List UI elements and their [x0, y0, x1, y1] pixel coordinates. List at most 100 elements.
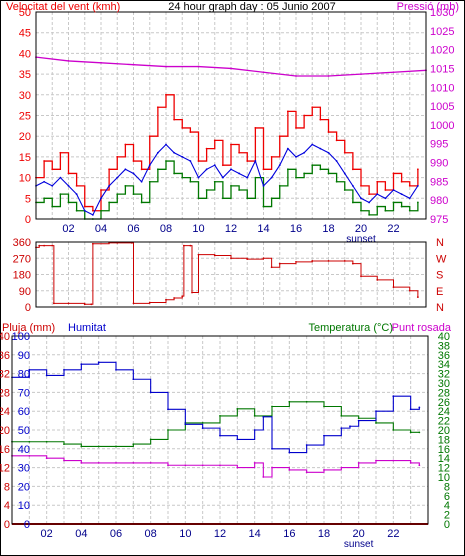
- y2label-pressure: Pressió (mb): [397, 1, 459, 13]
- point-humidity: [392, 395, 395, 398]
- point-wind-low: [221, 197, 224, 200]
- point-temperature: [357, 417, 360, 420]
- point-wind-gust: [156, 106, 159, 109]
- point-wind-average: [278, 164, 281, 167]
- point-wind-average: [311, 143, 314, 146]
- point-wind-average: [230, 168, 232, 171]
- point-humidity: [80, 363, 83, 366]
- point-temperature: [253, 415, 256, 417]
- tick-rain: 12: [0, 463, 10, 475]
- point-wind-direction: [43, 244, 46, 247]
- point-wind-low: [181, 176, 184, 179]
- point-humidity: [349, 425, 351, 428]
- point-wind-gust: [311, 106, 314, 109]
- tick-direction-degrees: 90: [19, 286, 31, 298]
- point-wind-gust: [67, 172, 70, 175]
- point-wind-average: [221, 176, 224, 179]
- tick-wind-speed: 40: [19, 48, 31, 60]
- point-wind-gust: [262, 168, 265, 171]
- tick-humidity: 40: [18, 444, 30, 456]
- point-wind-gust: [59, 151, 62, 154]
- tick-rain: 4: [4, 500, 10, 512]
- point-wind-gust: [140, 168, 143, 171]
- point-wind-average: [51, 184, 54, 187]
- point-pressure: [262, 71, 265, 74]
- point-wind-direction: [311, 260, 314, 262]
- tick-hour-wind: 06: [127, 223, 139, 235]
- point-wind-gust: [75, 184, 78, 187]
- point-wind-low: [335, 180, 338, 183]
- point-wind-gust: [278, 135, 281, 138]
- point-temperature: [288, 400, 291, 403]
- point-wind-gust: [205, 147, 208, 150]
- point-dewpoint: [184, 464, 187, 467]
- point-pressure: [197, 65, 200, 68]
- point-wind-gust: [91, 209, 94, 212]
- point-dewpoint: [288, 469, 291, 471]
- point-temperature: [167, 429, 169, 431]
- tick-hour-humidity: 06: [110, 528, 122, 540]
- tick-hour-humidity: 08: [145, 528, 157, 540]
- point-dewpoint: [418, 464, 421, 467]
- tick-hour-humidity: 02: [41, 528, 53, 540]
- tick-humidity: 70: [18, 387, 30, 399]
- point-wind-low: [124, 184, 127, 187]
- tick-pressure: 1010: [430, 82, 454, 94]
- point-wind-direction: [173, 297, 176, 299]
- tick-rain: 36: [0, 350, 10, 362]
- point-wind-gust: [408, 184, 411, 187]
- tick-rain: 8: [4, 481, 10, 493]
- point-temperature: [115, 445, 117, 448]
- point-wind-gust: [213, 139, 216, 142]
- panel-wind-frame: [35, 11, 427, 220]
- point-humidity: [323, 434, 325, 437]
- point-dewpoint: [305, 471, 308, 474]
- point-wind-low: [327, 172, 330, 175]
- point-dewpoint: [45, 457, 48, 460]
- point-wind-direction: [91, 242, 94, 245]
- point-wind-low: [311, 164, 314, 167]
- tick-temperature: 30: [438, 378, 450, 390]
- tick-wind-speed: 10: [19, 173, 31, 185]
- point-dewpoint: [375, 459, 377, 462]
- point-dewpoint: [409, 462, 412, 464]
- point-temperature: [45, 440, 48, 443]
- point-humidity: [132, 378, 135, 381]
- chart-title: 24 hour graph day : 05 Junio 2007: [168, 1, 336, 13]
- point-humidity: [418, 406, 421, 409]
- point-wind-average: [75, 193, 78, 196]
- panel-humidity-frame: [11, 335, 429, 525]
- point-humidity: [219, 434, 221, 437]
- point-wind-low: [376, 205, 379, 208]
- point-temperature: [80, 445, 83, 448]
- point-humidity: [201, 427, 204, 430]
- point-wind-gust: [124, 143, 127, 146]
- point-wind-low: [408, 209, 411, 212]
- tick-rain: 0: [4, 519, 10, 531]
- point-wind-gust: [132, 160, 135, 162]
- point-temperature: [375, 422, 377, 424]
- point-humidity: [97, 361, 100, 364]
- point-temperature: [28, 440, 31, 443]
- point-wind-low: [59, 193, 62, 196]
- tick-pressure: 990: [430, 158, 448, 170]
- tick-pressure: 995: [430, 139, 448, 151]
- tick-humidity: 100: [12, 331, 30, 343]
- point-wind-low: [360, 209, 362, 212]
- point-wind-direction: [295, 260, 297, 263]
- tick-hour-wind: 20: [355, 223, 367, 235]
- point-wind-average: [67, 184, 70, 187]
- series-wind-low: [36, 160, 419, 220]
- tick-hour-wind: 14: [257, 223, 269, 235]
- point-wind-gust: [286, 110, 289, 113]
- point-wind-gust: [343, 151, 346, 154]
- tick-pressure: 975: [430, 214, 448, 226]
- point-wind-average: [295, 156, 297, 158]
- point-wind-direction: [230, 257, 232, 260]
- point-wind-gust: [148, 135, 151, 138]
- point-humidity: [409, 408, 412, 411]
- ylabel-rain: Pluja (mm): [2, 322, 55, 334]
- point-wind-direction: [90, 303, 93, 306]
- point-wind-gust: [376, 180, 379, 183]
- point-wind-direction: [262, 257, 265, 260]
